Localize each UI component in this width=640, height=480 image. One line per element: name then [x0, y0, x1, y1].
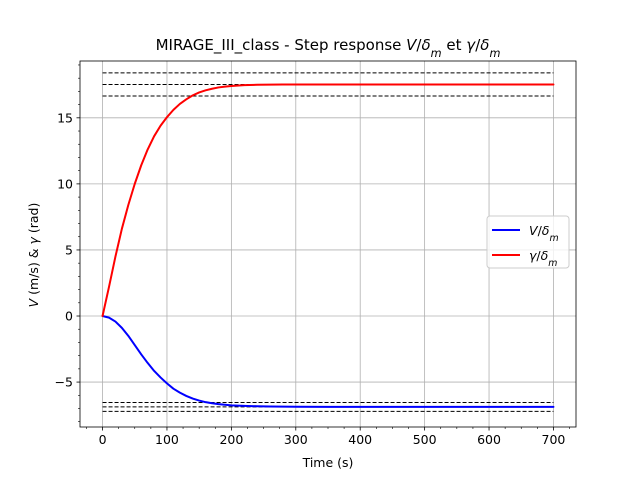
y-tick-label: 15: [57, 110, 73, 125]
x-tick-label: 500: [413, 432, 437, 447]
y-tick-label: 10: [57, 176, 73, 191]
y-tick-label: 5: [65, 242, 73, 257]
x-tick-label: 700: [542, 432, 566, 447]
series-line-gamma: [101, 83, 555, 318]
y-axis: −5 0 5 10 15: [55, 64, 80, 423]
y-tick-label: −5: [55, 375, 73, 390]
chart-title: MIRAGE_III_class - Step response V/δm et…: [156, 36, 501, 60]
x-tick-label: 300: [284, 432, 308, 447]
x-tick-label: 100: [155, 432, 179, 447]
x-axis-title: Time (s): [302, 455, 354, 470]
series: [101, 83, 555, 408]
legend-label: γ/δm: [529, 248, 557, 269]
y-axis-title: V (m/s) & γ (rad): [26, 203, 41, 308]
x-tick-label: 600: [477, 432, 501, 447]
series-line-v: [101, 315, 555, 408]
legend: V/δm γ/δm: [486, 215, 570, 269]
grid: [80, 61, 576, 427]
x-axis: 0 100 200 300 400 500 600 700: [86, 427, 570, 447]
x-tick-label: 0: [99, 432, 107, 447]
legend-label: V/δm: [529, 223, 559, 244]
x-tick-label: 400: [348, 432, 372, 447]
y-tick-label: 0: [65, 309, 73, 324]
x-tick-label: 200: [219, 432, 243, 447]
